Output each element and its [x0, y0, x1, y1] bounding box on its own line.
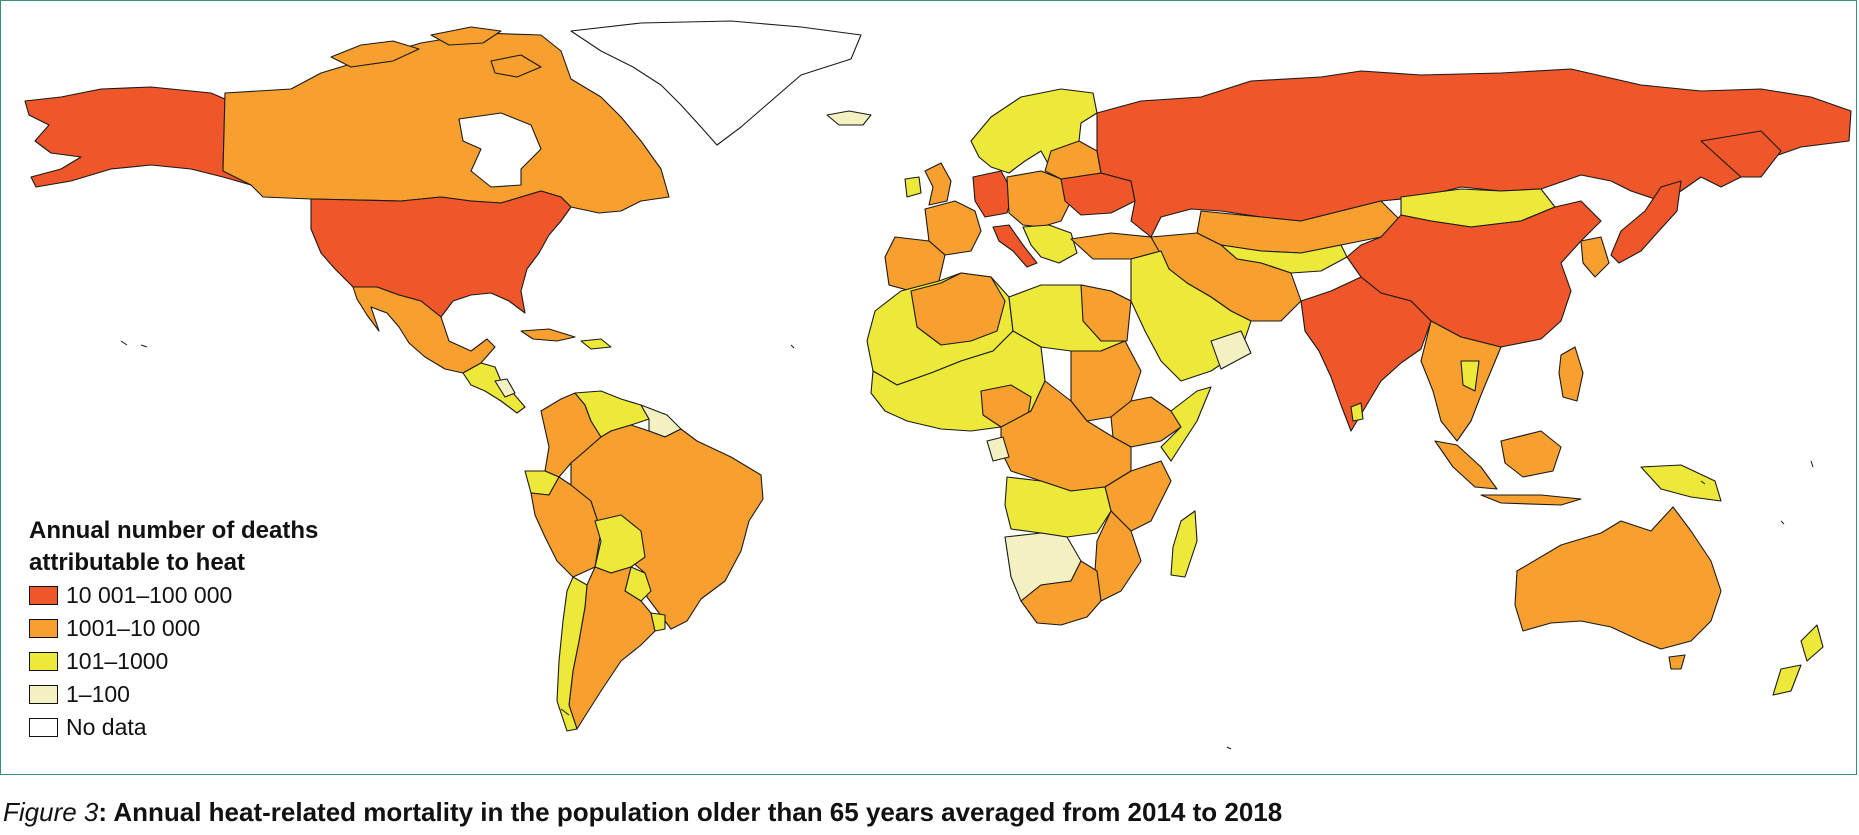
map-legend: Annual number of deaths attributable to …: [29, 515, 318, 744]
legend-swatch-icon: [29, 652, 58, 671]
region-australia: [1514, 506, 1722, 650]
region-sri-lanka: [1350, 402, 1364, 422]
region-angola-zambia: [1004, 476, 1112, 538]
region-mozambique: [1094, 510, 1142, 602]
region-usa: [310, 190, 572, 318]
region-thailand: [1460, 360, 1480, 392]
region-indonesia-java: [1480, 494, 1582, 506]
region-gabon-small: [986, 436, 1010, 462]
region-tasmania: [1668, 654, 1686, 670]
region-new-zealand: [1772, 624, 1824, 696]
region-korea: [1580, 236, 1610, 278]
legend-item: 1–100: [29, 678, 318, 711]
figure-separator: :: [98, 797, 108, 827]
region-philippines: [1558, 346, 1584, 402]
region-peru: [530, 476, 602, 578]
legend-title-line2: attributable to heat: [29, 549, 246, 576]
region-madagascar: [1170, 510, 1198, 578]
region-hudson-bay: [458, 112, 542, 188]
region-oman-yemen: [1210, 330, 1252, 370]
region-cuba: [520, 328, 576, 342]
legend-item: No data: [29, 711, 318, 744]
legend-label: 1–100: [66, 681, 130, 707]
legend-item: 101–1000: [29, 645, 318, 678]
region-new-guinea: [1640, 464, 1722, 502]
region-alaska: [24, 86, 264, 192]
region-greenland: [570, 20, 862, 146]
legend-title-line1: Annual number of deaths: [29, 517, 319, 544]
world-map: [24, 20, 1852, 750]
legend-label: 1001–10 000: [66, 615, 201, 641]
region-iceland: [826, 110, 872, 126]
figure-label: Figure 3: [3, 797, 99, 827]
region-chile: [556, 576, 588, 732]
region-ireland: [904, 176, 922, 198]
region-hispaniola: [580, 338, 612, 350]
region-central-africa: [1000, 380, 1132, 492]
region-india: [1300, 276, 1432, 432]
region-central-america-small: [494, 378, 516, 398]
region-borneo: [1500, 430, 1562, 478]
region-algeria: [910, 272, 1006, 346]
region-south-africa: [1020, 560, 1102, 626]
legend-swatch-icon: [29, 685, 58, 704]
legend-swatch-icon: [29, 718, 58, 737]
legend-item: 1001–10 000: [29, 612, 318, 645]
figure-title: Annual heat-related mortality in the pop…: [107, 797, 1283, 827]
region-uk: [924, 162, 952, 206]
legend-label: 10 001–100 000: [66, 582, 233, 608]
region-central-america: [462, 362, 526, 414]
coastline-details: [120, 340, 1814, 750]
region-central-europe: [1006, 170, 1072, 228]
region-russia-kamchatka: [1700, 130, 1782, 178]
map-frame: Annual number of deaths attributable to …: [0, 0, 1857, 775]
legend-label: No data: [66, 714, 147, 740]
region-japan: [1610, 180, 1682, 264]
region-canada-arctic-islands: [330, 26, 542, 78]
region-horn-somalia: [1160, 386, 1212, 462]
legend-label: 101–1000: [66, 648, 169, 674]
region-indonesia-sumatra: [1434, 440, 1498, 490]
region-southeast-asia: [1420, 320, 1502, 442]
region-egypt: [1080, 284, 1132, 342]
legend-swatch-icon: [29, 586, 58, 605]
figure-caption: Figure 3: Annual heat-related mortality …: [3, 797, 1282, 828]
region-balkans: [1022, 224, 1078, 264]
region-italy: [992, 224, 1038, 268]
region-canada: [222, 32, 670, 214]
legend-item: 10 001–100 000: [29, 579, 318, 612]
region-germany: [972, 170, 1014, 218]
legend-swatch-icon: [29, 619, 58, 638]
region-uruguay: [650, 612, 666, 632]
